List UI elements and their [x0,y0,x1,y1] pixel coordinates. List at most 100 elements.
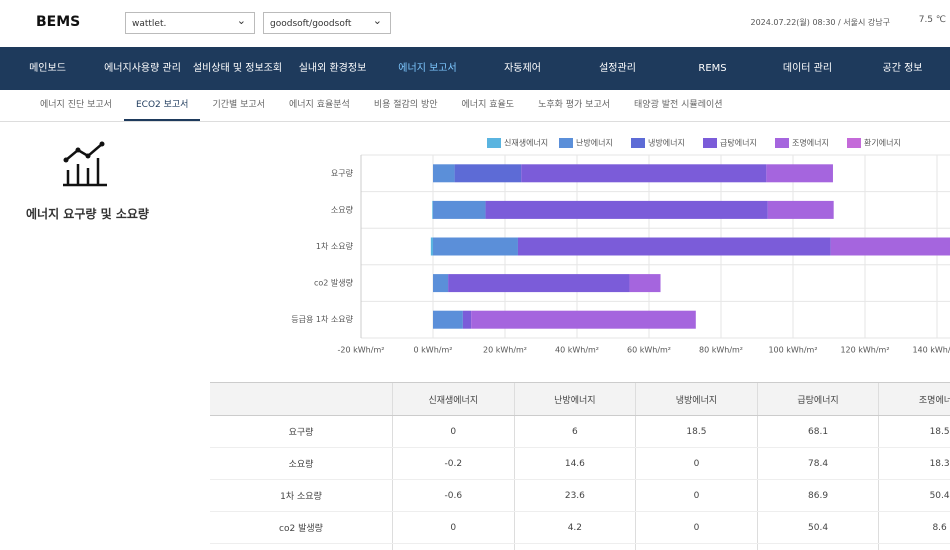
x-tick-label: 40 kWh/m² [555,346,599,355]
table-cell: 18.5 [878,415,950,448]
bar-segment [629,274,661,293]
table-cell: 78.4 [756,447,879,480]
x-tick-label: 20 kWh/m² [483,346,527,355]
legend-label: 환기에너지 [864,138,901,148]
site-select[interactable]: wattlet. [125,10,255,34]
legend-label: 난방에너지 [576,138,613,148]
table-cell: 2.3 [756,543,879,550]
legend-swatch [847,138,861,148]
y-tick-label: co2 발생량 [314,278,354,288]
table-cell: -0.6 [392,479,515,512]
tab[interactable]: 비용 절감의 방안 [373,100,438,110]
table-cell: 68.1 [756,415,879,448]
table-cell: 8.3 [513,543,636,550]
chart: -20 kWh/m² 0 kWh/m² 20 kWh/m² 40 kWh/m² 60 k… [291,138,950,355]
tab[interactable]: 에너지 효율분석 [289,100,350,110]
table-row: 등급용 1차 소요량08.302.362.40 [210,543,950,550]
row-label: 소요량 [210,447,393,480]
logo[interactable]: BEMS [36,14,81,30]
bar-segment [430,237,433,256]
tab-bar: 에너지 진단 보고서 ECO2 보고서 기간별 보고서 에너지 효율분석 비용 절감의 … [0,90,950,122]
plot-area [430,164,950,329]
legend-label: 냉방에너지 [648,138,685,148]
table-cell: 50.4 [878,479,950,512]
table-cell: 0 [635,447,758,480]
header: BEMS wattlet. goodsoft/goodsoft 2024.07.… [0,0,950,47]
tab[interactable]: ECO2 보고서 [123,90,201,121]
chart-icon [63,141,107,187]
table-cell: -0.2 [392,447,515,480]
table-container: 신재생에너지난방에너지냉방에너지급탕에너지조명에너지환기에너지요구량0618.5… [210,382,950,550]
legend-swatch [631,138,645,148]
tab[interactable]: 태양광 발전 시뮬레이션 [634,100,723,110]
table-header-cell: 조명에너지 [878,382,950,416]
y-tick-label: 요구량 [331,168,354,178]
tab[interactable]: 노후화 평가 보고서 [538,100,611,110]
temperature: 7.5 ℃ [918,15,946,25]
nav-item[interactable]: 자동제어 [504,63,541,74]
data-table: 신재생에너지난방에너지냉방에너지급탕에너지조명에너지환기에너지요구량0618.5… [210,382,950,550]
table-header-cell: 난방에너지 [513,382,636,416]
table-header-cell [210,382,393,416]
nav-item[interactable]: 설비상태 및 정보조회 [192,63,283,74]
nav-item[interactable]: 메인보드 [29,63,66,74]
row-label: co2 발생량 [210,511,393,544]
bar-segment [433,164,455,183]
bar-segment [830,237,950,256]
table-cell: 14.6 [513,447,636,480]
table-cell: 6 [513,415,636,448]
table-cell: 0 [635,511,758,544]
bar-segment [521,164,767,183]
row-label: 등급용 1차 소요량 [210,543,393,550]
table-cell: 0 [392,511,515,544]
table-cell: 0 [392,415,515,448]
nav-item[interactable]: 에너지 보고서 [398,63,457,74]
nav-item[interactable]: 실내외 환경정보 [298,63,367,74]
bar-segment [766,164,833,183]
table-cell: 8.6 [878,511,950,544]
legend-label: 급탕에너지 [720,138,757,148]
x-tick-label: 60 kWh/m² [627,346,671,355]
table-cell: 50.4 [756,511,879,544]
table-header-cell: 신재생에너지 [392,382,515,416]
nav-item[interactable]: 데이터 관리 [782,63,833,74]
bar-segment [517,237,831,256]
y-tick-label: 등급용 1차 소요량 [291,314,353,324]
table-cell: 86.9 [756,479,879,512]
table-cell: 0 [635,479,758,512]
account-select[interactable]: goodsoft/goodsoft [263,10,391,34]
bar-segment [448,274,630,293]
table-cell: 18.5 [635,415,758,448]
nav-item[interactable]: 공간 정보 [882,63,923,74]
bar-segment [767,200,834,219]
legend-swatch [703,138,717,148]
datetime: 2024.07.22(월) 08:30 / 서울시 강남구 [750,18,891,27]
legend-swatch [487,138,501,148]
legend-label: 신재생에너지 [504,138,548,148]
tab[interactable]: 기간별 보고서 [212,100,265,110]
bar-segment [433,237,518,256]
section-title: 에너지 요구량 및 소요량 [26,207,149,221]
nav-bar: 메인보드 에너지사용량 관리 설비상태 및 정보조회 실내외 환경정보 에너지 보고서 자… [0,47,950,90]
bar-segment [433,200,486,219]
y-tick-label: 소요량 [331,204,354,214]
tab[interactable]: 에너지 효율도 [461,100,515,110]
table-cell: 0 [635,543,758,550]
x-tick-label: 0 kWh/m² [414,346,453,355]
table-cell: 23.6 [513,479,636,512]
bar-segment [432,200,433,219]
bar-segment [462,310,472,329]
nav-item[interactable]: 에너지사용량 관리 [104,63,181,74]
table-header-cell: 급탕에너지 [756,382,879,416]
x-tick-label: -20 kWh/m² [338,346,385,355]
table-cell: 0 [392,543,515,550]
nav-item[interactable]: 설정관리 [599,63,636,74]
nav-item[interactable]: REMS [698,63,727,74]
legend-swatch [559,138,573,148]
tab[interactable]: 에너지 진단 보고서 [40,100,112,110]
